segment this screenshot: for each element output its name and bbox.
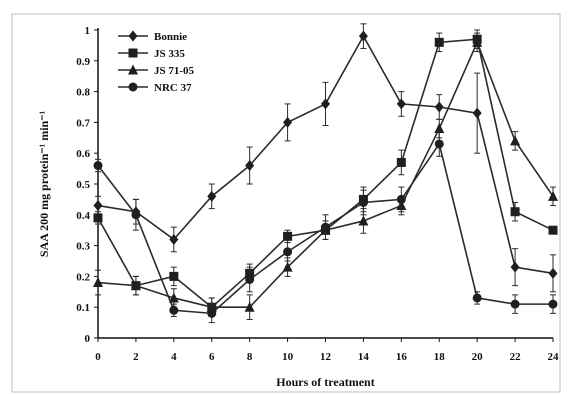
data-point xyxy=(434,123,445,134)
data-point xyxy=(472,107,482,119)
data-point xyxy=(548,299,558,309)
y-tick-label: 0.1 xyxy=(76,302,90,314)
data-point xyxy=(396,194,406,204)
data-point xyxy=(434,139,444,149)
x-tick-label: 14 xyxy=(358,351,370,363)
x-tick-label: 4 xyxy=(171,351,177,363)
data-point xyxy=(282,261,293,272)
data-point xyxy=(396,157,406,167)
x-tick-label: 24 xyxy=(548,351,560,363)
legend-item: Bonnie xyxy=(118,30,187,43)
legend-marker xyxy=(128,30,138,42)
x-axis-title: Hours of treatment xyxy=(276,375,374,389)
legend-item: NRC 37 xyxy=(118,82,192,94)
legend-label: JS 335 xyxy=(154,48,185,60)
data-point xyxy=(93,200,103,212)
data-point xyxy=(245,274,255,284)
data-point xyxy=(548,225,558,235)
y-axis-title: SAA 200 mg protein⁻¹ min⁻¹ xyxy=(37,110,51,257)
data-point xyxy=(472,36,483,47)
y-tick-label: 1 xyxy=(85,25,91,37)
legend-item: JS 71-05 xyxy=(118,64,195,77)
data-point xyxy=(207,308,217,318)
data-point xyxy=(510,135,521,146)
data-point xyxy=(283,231,293,241)
data-point xyxy=(283,116,293,128)
series-bonnie xyxy=(93,23,558,293)
x-tick-label: 22 xyxy=(510,351,522,363)
y-tick-label: 0.4 xyxy=(76,210,90,222)
data-point xyxy=(168,292,179,303)
data-point xyxy=(169,305,179,315)
legend-item: JS 335 xyxy=(118,48,185,60)
x-tick-label: 18 xyxy=(434,351,446,363)
data-point xyxy=(358,215,369,226)
legend-marker xyxy=(128,48,138,58)
data-point xyxy=(321,222,330,232)
chart-border xyxy=(11,13,561,393)
data-point xyxy=(548,190,558,201)
data-point xyxy=(548,267,558,279)
data-point xyxy=(472,293,482,303)
data-point xyxy=(207,190,217,202)
y-tick-label: 0 xyxy=(85,333,91,345)
y-tick-label: 0.6 xyxy=(76,148,90,160)
legend: Bonnie JS 335 JS 71-05 NRC 37 xyxy=(118,30,195,94)
data-point xyxy=(358,197,368,207)
data-point xyxy=(283,247,293,257)
legend-label: Bonnie xyxy=(154,31,187,43)
x-tick-label: 16 xyxy=(396,351,408,363)
data-point xyxy=(169,271,179,281)
x-tick-label: 12 xyxy=(320,351,332,363)
data-point xyxy=(434,101,444,113)
y-tick-label: 0.2 xyxy=(76,271,90,283)
data-point xyxy=(245,160,255,172)
y-tick-label: 0.3 xyxy=(76,241,90,253)
y-tick-label: 0.7 xyxy=(76,117,90,129)
x-tick-label: 2 xyxy=(133,351,139,363)
legend-marker xyxy=(128,64,138,75)
x-tick-label: 6 xyxy=(209,351,215,363)
y-tick-label: 0.5 xyxy=(76,179,90,191)
legend-label: JS 71-05 xyxy=(154,65,195,77)
x-tick-label: 0 xyxy=(95,351,101,363)
data-point xyxy=(130,280,141,291)
y-tick-label: 0.8 xyxy=(76,87,90,99)
legend-marker xyxy=(128,82,138,92)
data-point xyxy=(321,98,330,110)
data-point xyxy=(434,37,444,47)
data-point xyxy=(169,233,179,245)
x-tick-label: 20 xyxy=(472,351,484,363)
data-point xyxy=(510,207,520,217)
series-line xyxy=(97,38,554,309)
series-nrc-37 xyxy=(93,131,558,324)
y-tick-label: 0.9 xyxy=(76,56,90,68)
data-point xyxy=(358,30,368,42)
x-tick-label: 8 xyxy=(247,351,253,363)
data-point xyxy=(510,261,520,273)
data-point xyxy=(244,301,255,312)
data-point xyxy=(396,98,406,110)
data-point xyxy=(93,277,103,288)
data-point xyxy=(131,210,141,220)
data-point xyxy=(93,213,103,223)
x-tick-label: 10 xyxy=(282,351,294,363)
data-point xyxy=(93,161,103,171)
legend-label: NRC 37 xyxy=(154,82,192,94)
data-point xyxy=(510,299,520,309)
